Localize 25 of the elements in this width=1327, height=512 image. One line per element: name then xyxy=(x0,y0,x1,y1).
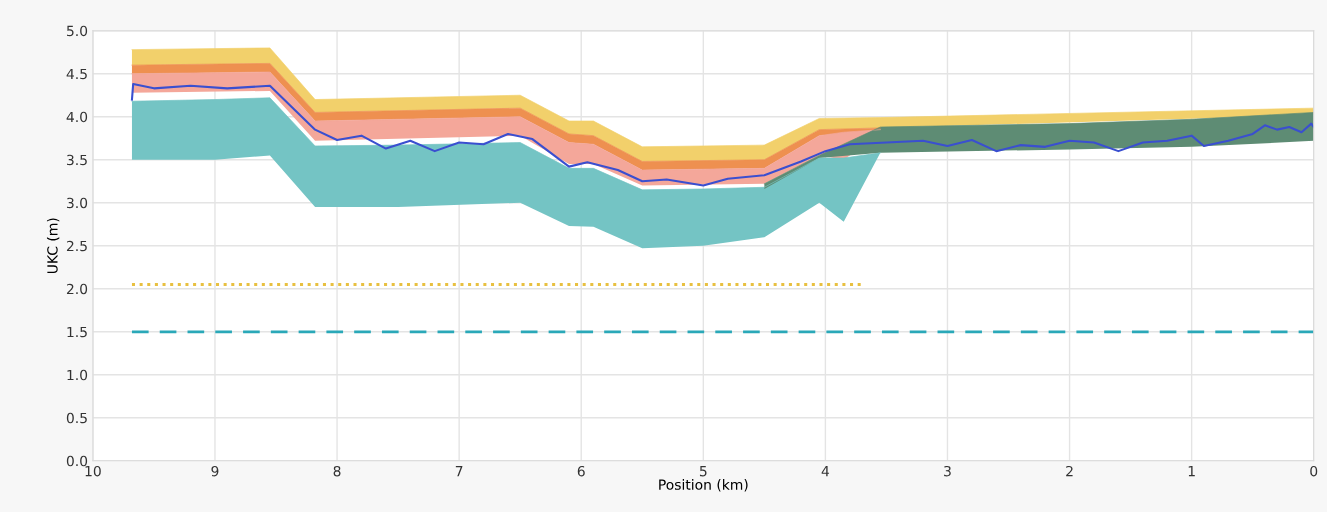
y-tick-label: 2.0 xyxy=(66,283,88,295)
line-series xyxy=(130,83,1314,187)
y-tick-label: 1.0 xyxy=(67,369,88,381)
y-tick-label: 1.5 xyxy=(67,326,87,338)
x-tick-label: 0 xyxy=(1310,465,1318,477)
x-tick-label: 6 xyxy=(577,465,585,477)
y-axis-title: UKC (m) xyxy=(46,218,60,274)
y-tick-label: 4.0 xyxy=(66,111,88,123)
x-tick-label: 9 xyxy=(211,465,219,477)
x-tick-label: 8 xyxy=(333,465,341,477)
y-tick-label: 3.5 xyxy=(67,154,87,166)
x-tick-label: 4 xyxy=(821,466,830,477)
y-tick-label: 4.5 xyxy=(66,68,87,80)
x-tick-label: 10 xyxy=(85,465,101,477)
x-tick-label: 5 xyxy=(699,466,707,477)
y-tick-label: 5.0 xyxy=(67,25,88,37)
x-axis-title: Position (km) xyxy=(659,479,748,492)
x-tick-label: 3 xyxy=(944,465,951,477)
x-tick-label: 7 xyxy=(455,466,463,477)
x-tick-label: 2 xyxy=(1066,465,1073,477)
y-tick-label: 3.0 xyxy=(67,197,88,209)
x-tick-label: 1 xyxy=(1188,466,1195,477)
y-tick-label: 0.5 xyxy=(66,412,87,424)
y-tick-label: 2.5 xyxy=(66,240,87,252)
y-tick-label: 0.0 xyxy=(66,455,88,467)
